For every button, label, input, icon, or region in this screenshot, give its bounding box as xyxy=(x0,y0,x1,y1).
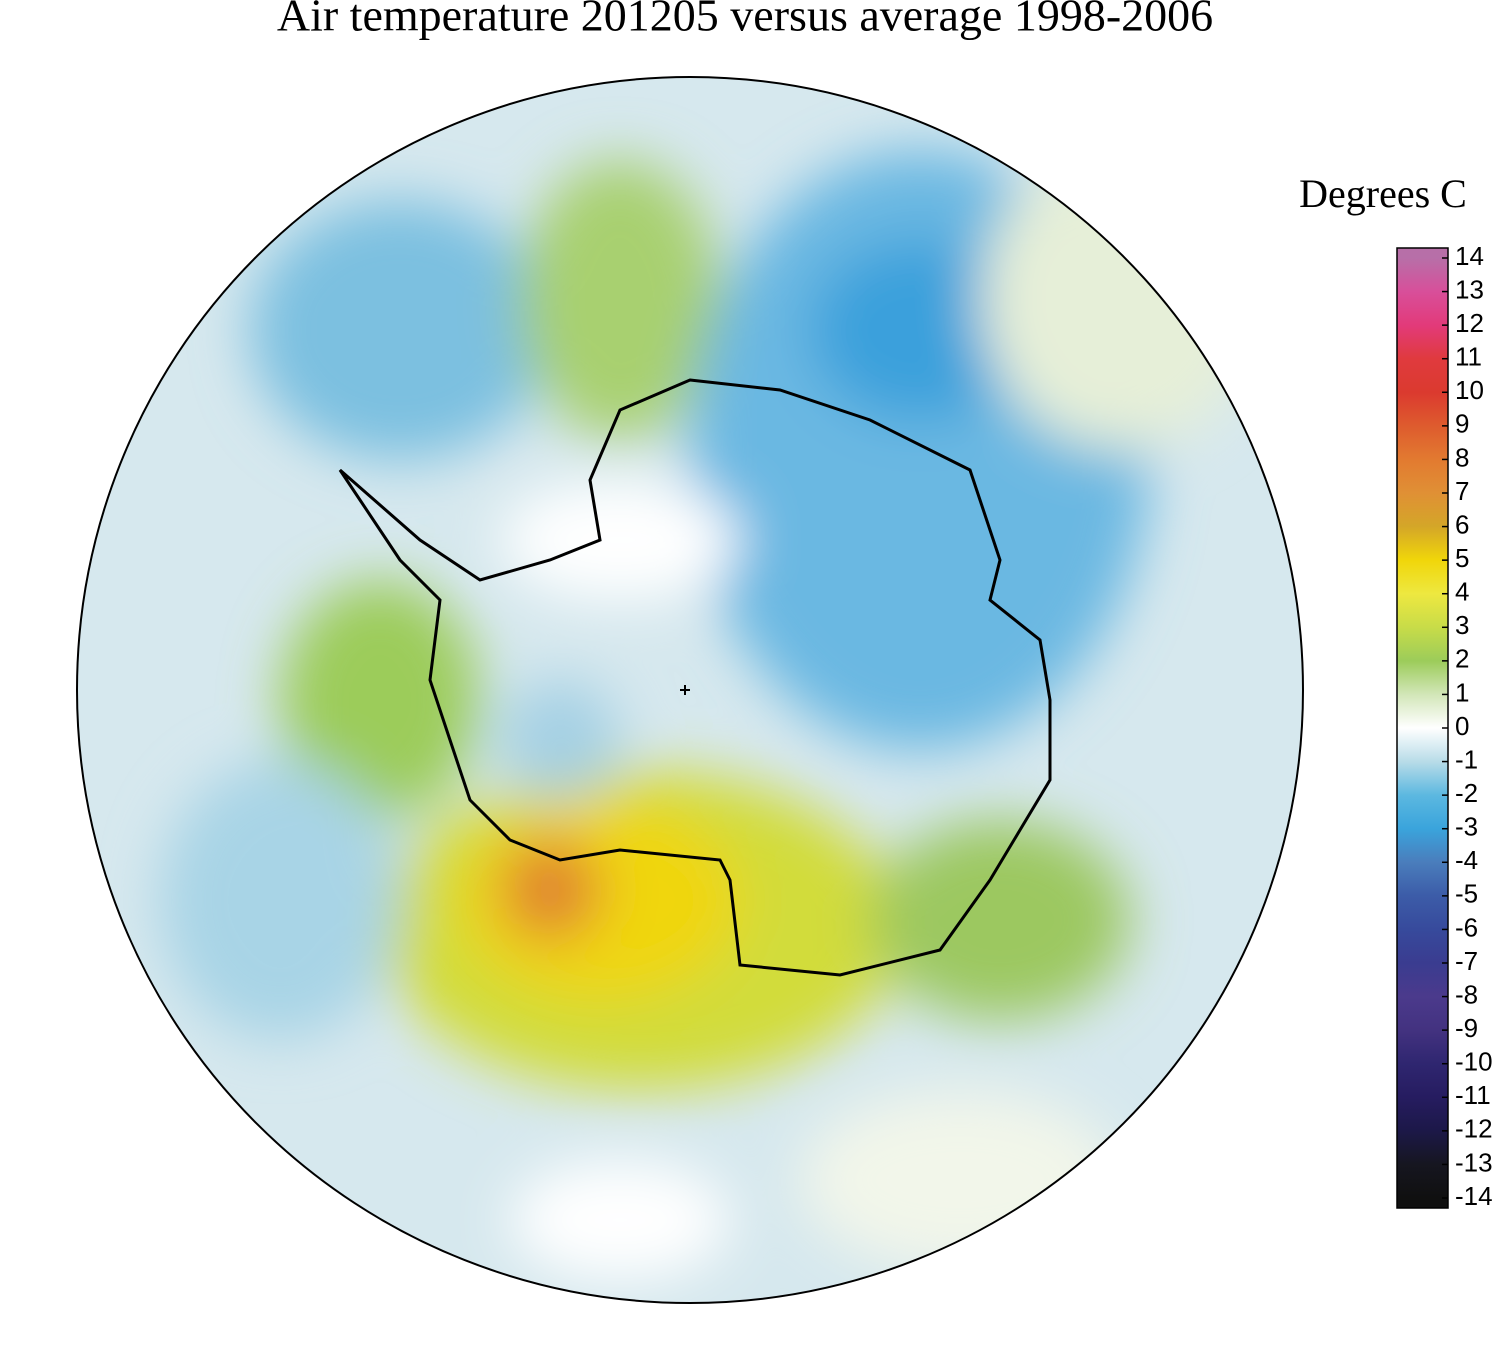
title: Air temperature 201205 versus average 19… xyxy=(277,0,1213,41)
colorbar xyxy=(1396,247,1449,1209)
colorbar-tick-label: 10 xyxy=(1455,375,1484,405)
colorbar-tick-label: -7 xyxy=(1455,946,1478,976)
colorbar-tick-label: 2 xyxy=(1455,644,1469,674)
map-boundary xyxy=(76,76,1304,1304)
colorbar-tick-label: -10 xyxy=(1455,1047,1493,1077)
colorbar-tick-label: -8 xyxy=(1455,979,1478,1009)
colorbar-tick-label: -13 xyxy=(1455,1147,1493,1177)
temperature-map xyxy=(77,77,1303,1303)
colorbar-tick-label: 9 xyxy=(1455,409,1469,439)
colorbar-tick-label: -1 xyxy=(1455,744,1478,774)
colorbar-tick-label: 8 xyxy=(1455,442,1469,472)
colorbar-tick-label: 11 xyxy=(1455,342,1482,372)
colorbar-tick-label: -6 xyxy=(1455,912,1478,942)
colorbar-tick-label: 7 xyxy=(1455,476,1469,506)
colorbar-tick-label: -5 xyxy=(1455,879,1478,909)
colorbar-tick-label: -12 xyxy=(1455,1114,1493,1144)
colorbar-tick-label: 6 xyxy=(1455,509,1469,539)
colorbar-tick-label: -14 xyxy=(1455,1181,1493,1211)
colorbar-tick-label: -3 xyxy=(1455,812,1478,842)
colorbar-tick-label: 1 xyxy=(1455,677,1469,707)
colorbar-tick-label: 12 xyxy=(1455,308,1484,338)
colorbar-label: Degrees C xyxy=(1299,171,1467,216)
colorbar-tick-label: -2 xyxy=(1455,778,1478,808)
colorbar-tick-label: 13 xyxy=(1455,274,1484,304)
colorbar-tick-label: 3 xyxy=(1455,610,1469,640)
colorbar-tick-label: 14 xyxy=(1455,241,1484,271)
colorbar-tick-label: -4 xyxy=(1455,845,1478,875)
colorbar-tick-label: 5 xyxy=(1455,543,1469,573)
colorbar-tick-label: -11 xyxy=(1455,1080,1491,1110)
colorbar-tick-label: 4 xyxy=(1455,577,1469,607)
colorbar-tick-label: -9 xyxy=(1455,1013,1478,1043)
colorbar-tick-label: 0 xyxy=(1455,711,1469,741)
